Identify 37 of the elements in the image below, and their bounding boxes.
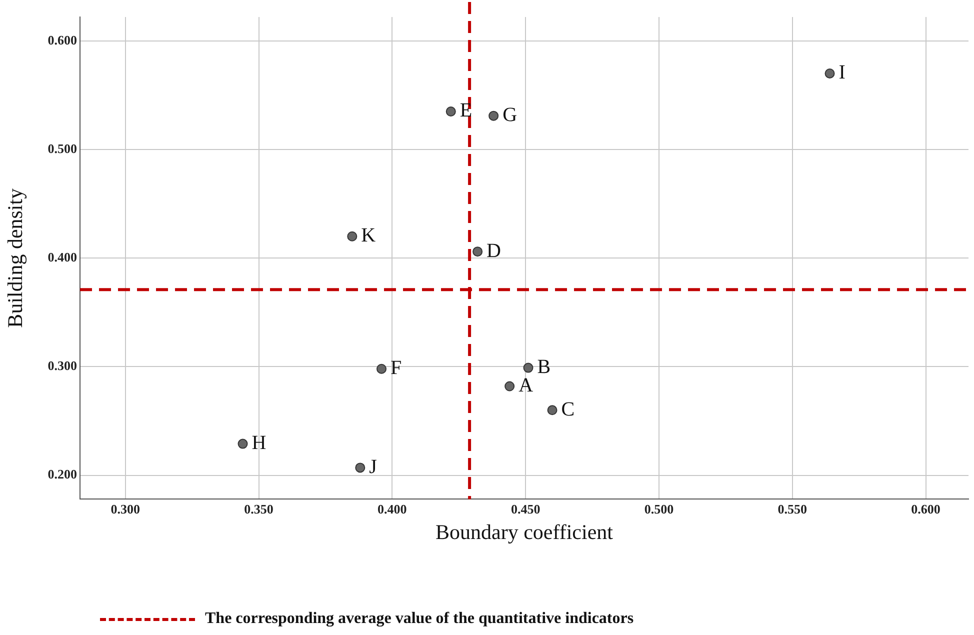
x-tick-label: 0.350 xyxy=(244,501,274,516)
point xyxy=(238,438,248,449)
x-tick-label: 0.450 xyxy=(510,501,540,516)
annotation: B xyxy=(537,356,551,378)
text: The corresponding average value of the quantitative indicators xyxy=(205,610,634,628)
x-tick-label: 0.550 xyxy=(778,501,808,516)
y-tick-label: 0.400 xyxy=(48,249,77,264)
x-axis-title: Boundary coefficient xyxy=(436,520,614,544)
annotation: F xyxy=(390,357,402,380)
point xyxy=(472,246,483,257)
annotation: J xyxy=(369,456,378,478)
annotation: H xyxy=(252,432,266,454)
annotation: K xyxy=(361,224,376,247)
x-tick-label: 0.500 xyxy=(644,501,674,516)
point xyxy=(504,381,515,392)
point xyxy=(355,462,366,473)
y-tick-label: 0.200 xyxy=(48,466,77,482)
point xyxy=(347,231,358,242)
y-tick-label: 0.500 xyxy=(48,140,77,156)
y-tick-label: 0.300 xyxy=(48,358,77,374)
annotation: E xyxy=(460,100,472,122)
point xyxy=(824,68,835,78)
y-tick-label: 0.600 xyxy=(48,32,77,48)
annotation: C xyxy=(561,398,575,420)
y-axis-title: Building density xyxy=(3,188,28,328)
annotation: A xyxy=(518,374,534,396)
point xyxy=(446,106,456,116)
point xyxy=(523,362,534,373)
point xyxy=(376,364,387,374)
x-tick-label: 0.600 xyxy=(911,501,940,516)
point xyxy=(547,405,558,416)
annotation: I xyxy=(838,62,846,84)
x-tick-label: 0.300 xyxy=(110,501,140,516)
x-tick-label: 0.400 xyxy=(378,501,407,516)
annotation: G xyxy=(502,104,518,126)
annotation: D xyxy=(486,240,502,262)
point xyxy=(488,110,499,121)
